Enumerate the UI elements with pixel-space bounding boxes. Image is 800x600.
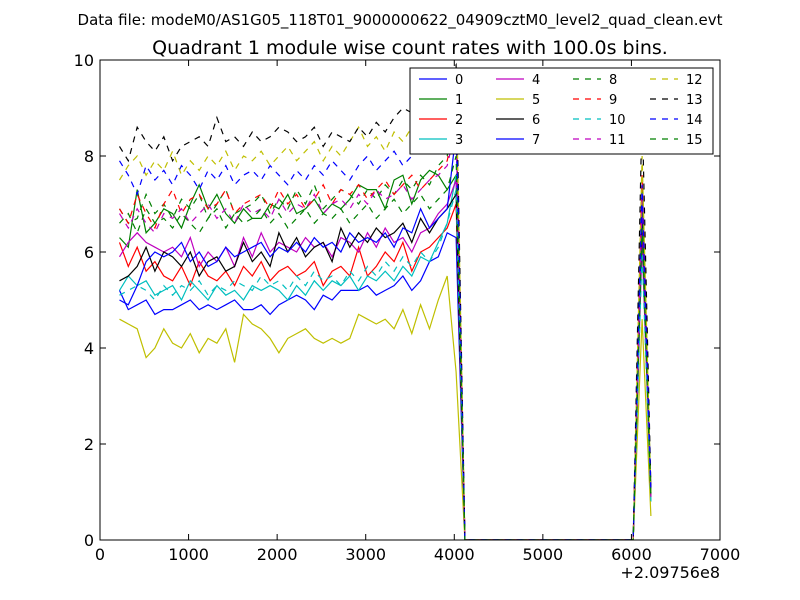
y-tick-label: 4 [84,339,94,358]
y-tick-label: 10 [74,51,94,70]
x-tick-label: 4000 [434,545,475,564]
legend-label: 5 [532,93,540,108]
legend-label: 3 [455,133,463,148]
x-tick-label: 1000 [168,545,209,564]
series-line-0 [118,203,652,540]
plot-area [118,62,652,540]
plot-frame [99,59,721,541]
series-line-14 [118,107,652,540]
series-line-9 [118,117,652,540]
series-line-10 [119,189,652,540]
series-line-7 [119,131,652,540]
legend-label: 10 [609,113,626,128]
x-offset-label: +2.09756e8 [620,563,720,582]
series-line-5 [119,275,652,540]
legend-label: 8 [609,73,617,88]
series-line-2 [118,203,652,540]
legend-label: 15 [686,133,703,148]
y-tick-label: 0 [84,531,94,550]
series-line-3 [118,175,652,540]
legend-label: 14 [686,113,703,128]
legend-label: 13 [686,93,703,108]
x-tick-label: 0 [95,545,105,564]
legend-label: 12 [686,73,703,88]
x-tick-label: 7000 [700,545,741,564]
x-tick-label: 2000 [257,545,298,564]
series-line-15 [119,155,652,540]
legend-label: 11 [609,133,626,148]
y-tick-label: 8 [84,147,94,166]
x-tick-label: 3000 [345,545,386,564]
series-line-8 [118,107,652,540]
chart-title: Quadrant 1 module wise count rates with … [152,37,668,59]
legend-label: 4 [532,73,540,88]
x-tick-label: 6000 [611,545,652,564]
legend-label: 1 [455,93,463,108]
series-line-1 [119,169,652,540]
x-tick-label: 5000 [522,545,563,564]
series-layer [118,62,652,540]
datafile-label: Data file: modeM0/AS1G05_118T01_90000006… [78,11,723,30]
legend-label: 6 [532,113,540,128]
y-tick-label: 6 [84,243,94,262]
series-line-6 [119,192,652,540]
series-line-4 [118,179,652,540]
legend-box [409,67,714,155]
legend-label: 9 [609,93,617,108]
legend-label: 0 [455,73,463,88]
series-line-11 [118,127,652,540]
y-tick-label: 2 [84,435,94,454]
series-line-13 [118,62,652,540]
legend-label: 7 [532,133,540,148]
legend-label: 2 [455,113,463,128]
